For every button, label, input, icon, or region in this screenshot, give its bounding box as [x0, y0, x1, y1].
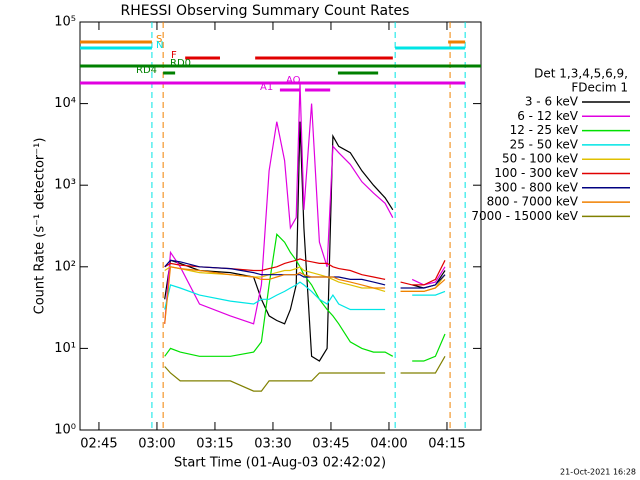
legend-label: 25 - 50 keV: [510, 137, 579, 151]
series-line: [164, 356, 446, 392]
x-tick-label: 03:45: [312, 437, 349, 452]
flag-label: RD0: [170, 58, 191, 69]
x-tick-label: 03:15: [196, 437, 233, 452]
y-tick-label: 10⁴: [54, 96, 76, 111]
chart-title: RHESSI Observing Summary Count Rates: [121, 3, 410, 19]
flag-label: AO: [286, 75, 301, 86]
legend-label: 300 - 800 keV: [494, 180, 578, 194]
footer: 21-Oct-2021 16:28: [560, 468, 636, 477]
legend-title: Det 1,3,4,5,6,9,: [534, 67, 628, 81]
y-tick-label: 10⁰: [54, 423, 76, 438]
x-tick-label: 03:30: [254, 437, 291, 452]
x-tick-label: 03:00: [138, 437, 175, 452]
x-tick-label: 04:00: [370, 437, 407, 452]
legend-title: FDecim 1: [571, 81, 628, 95]
series-line: [164, 233, 446, 362]
x-axis-label: Start Time (01-Aug-03 02:42:02): [174, 456, 386, 471]
y-tick-label: 10²: [54, 259, 76, 274]
legend-label: 3 - 6 keV: [525, 95, 579, 109]
x-tick-label: 04:15: [428, 437, 465, 452]
plot-frame: [79, 21, 482, 431]
y-axis-label: Count Rate (s⁻¹ detector⁻¹): [33, 138, 48, 315]
flag-label: RD4: [136, 65, 157, 76]
legend-label: 7000 - 15000 keV: [471, 209, 578, 223]
flag-label: A1: [260, 82, 273, 93]
series-line: [164, 266, 446, 324]
legend-label: 100 - 300 keV: [494, 166, 578, 180]
y-tick-label: 10³: [54, 178, 76, 193]
y-tick-label: 10⁵: [54, 15, 76, 30]
legend-label: 12 - 25 keV: [510, 123, 579, 137]
flag-label: N: [156, 40, 163, 51]
legend-label: 50 - 100 keV: [502, 152, 579, 166]
series-line: [164, 82, 446, 325]
flag-label: F: [171, 50, 177, 61]
legend-label: 800 - 7000 keV: [487, 195, 579, 209]
legend-label: 6 - 12 keV: [517, 109, 579, 123]
flag-label: S: [156, 34, 162, 45]
y-tick-label: 10¹: [54, 341, 76, 356]
x-tick-label: 02:45: [80, 437, 117, 452]
series-line: [164, 281, 446, 311]
